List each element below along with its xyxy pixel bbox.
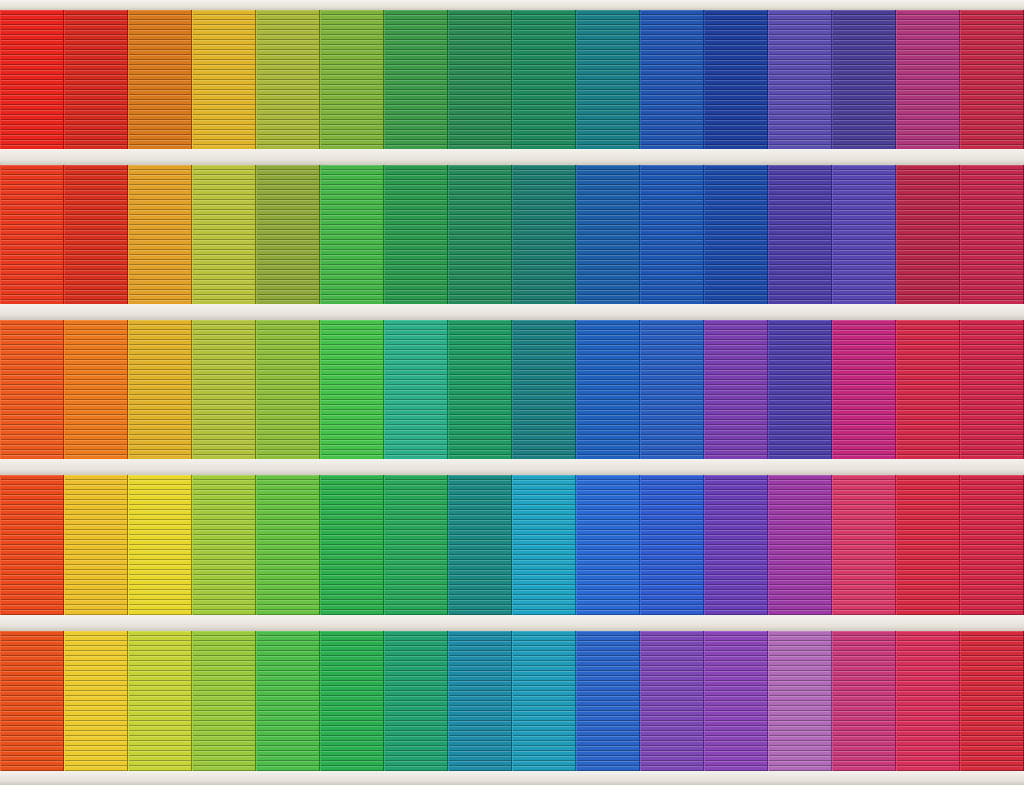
louver-panel	[640, 10, 704, 149]
louver-panel	[896, 475, 960, 615]
louver-panel	[896, 631, 960, 771]
louver-panel	[576, 165, 640, 304]
louver-panel	[384, 165, 448, 304]
louver-panel	[64, 631, 128, 771]
louver-panel	[256, 165, 320, 304]
louver-panel	[448, 165, 512, 304]
louver-band	[0, 10, 1024, 149]
louver-panel	[832, 165, 896, 304]
facade-ledge	[0, 771, 1024, 785]
louver-panel	[704, 10, 768, 149]
louver-panel	[192, 631, 256, 771]
louver-panel	[576, 10, 640, 149]
louver-panel	[128, 631, 192, 771]
louver-panel	[0, 631, 64, 771]
louver-panel	[960, 320, 1024, 459]
louver-panel	[960, 631, 1024, 771]
louver-panel	[64, 320, 128, 459]
louver-panel	[768, 631, 832, 771]
louver-panel	[640, 631, 704, 771]
louver-panel	[256, 631, 320, 771]
louver-band	[0, 631, 1024, 771]
louver-panel	[512, 320, 576, 459]
louver-panel	[640, 165, 704, 304]
louver-panel	[448, 10, 512, 149]
louver-panel	[768, 10, 832, 149]
louver-panel	[512, 165, 576, 304]
louver-panel	[640, 320, 704, 459]
louver-panel	[192, 165, 256, 304]
louver-panel	[0, 165, 64, 304]
louver-panel	[256, 10, 320, 149]
louver-panel	[448, 475, 512, 615]
louver-panel	[768, 475, 832, 615]
louver-panel	[192, 10, 256, 149]
louver-panel	[256, 320, 320, 459]
louver-panel	[768, 165, 832, 304]
louver-panel	[832, 320, 896, 459]
louver-panel	[64, 475, 128, 615]
louver-band	[0, 320, 1024, 459]
louver-panel	[320, 165, 384, 304]
louver-panel	[704, 475, 768, 615]
louver-panel	[960, 10, 1024, 149]
louver-panel	[832, 475, 896, 615]
louver-panel	[192, 475, 256, 615]
louver-panel	[768, 320, 832, 459]
louver-panel	[320, 631, 384, 771]
louver-panel	[896, 320, 960, 459]
louver-panel	[64, 10, 128, 149]
louver-panel	[832, 631, 896, 771]
louver-panel	[192, 320, 256, 459]
louver-panel	[704, 165, 768, 304]
louver-band	[0, 475, 1024, 615]
louver-panel	[512, 475, 576, 615]
louver-panel	[960, 165, 1024, 304]
louver-panel	[0, 475, 64, 615]
louver-panel	[448, 631, 512, 771]
louver-panel	[576, 631, 640, 771]
facade-ledge	[0, 0, 1024, 10]
louver-panel	[384, 631, 448, 771]
louver-panel	[384, 10, 448, 149]
louver-panel	[512, 10, 576, 149]
louver-panel	[704, 320, 768, 459]
louver-panel	[896, 10, 960, 149]
louver-panel	[960, 475, 1024, 615]
louver-panel	[576, 320, 640, 459]
louver-band	[0, 165, 1024, 304]
louver-panel	[512, 631, 576, 771]
facade-ledge	[0, 459, 1024, 475]
louver-panel	[0, 320, 64, 459]
facade-ledge	[0, 615, 1024, 631]
louver-panel	[384, 475, 448, 615]
louver-panel	[256, 475, 320, 615]
louver-panel	[448, 320, 512, 459]
louver-panel	[704, 631, 768, 771]
louver-panel	[320, 475, 384, 615]
louver-panel	[832, 10, 896, 149]
louver-panel	[64, 165, 128, 304]
facade-ledge	[0, 304, 1024, 320]
louver-panel	[320, 10, 384, 149]
louver-panel	[0, 10, 64, 149]
louver-panel	[320, 320, 384, 459]
facade-ledge	[0, 149, 1024, 165]
louver-panel	[384, 320, 448, 459]
louver-panel	[640, 475, 704, 615]
louver-panel	[128, 475, 192, 615]
louver-panel	[576, 475, 640, 615]
louver-panel	[128, 165, 192, 304]
louver-panel	[896, 165, 960, 304]
louver-panel	[128, 320, 192, 459]
louver-panel	[128, 10, 192, 149]
